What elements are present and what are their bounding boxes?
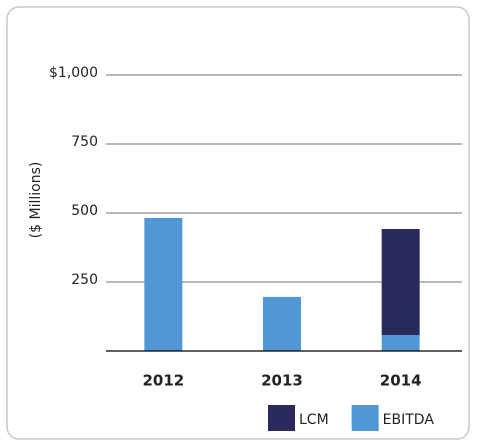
bar-segment xyxy=(381,334,420,351)
bar-segment xyxy=(381,229,420,335)
legend-label: EBITDA xyxy=(383,412,435,428)
x-tick-label: 2014 xyxy=(380,372,422,390)
card xyxy=(6,6,470,440)
y-tick-label: 500 xyxy=(71,203,98,219)
bar-segment xyxy=(144,217,183,351)
x-tick-label: 2012 xyxy=(142,372,184,390)
legend-swatch xyxy=(351,405,379,431)
bar-segment xyxy=(263,296,301,351)
x-tick-label: 2013 xyxy=(261,372,303,390)
y-axis-label: ($ Millions) xyxy=(28,162,44,239)
legend-swatch xyxy=(268,405,295,431)
legend-label: LCM xyxy=(299,412,329,428)
y-tick-label: 750 xyxy=(71,134,98,150)
y-tick-label: 250 xyxy=(71,272,98,288)
y-tick-label: $1,000 xyxy=(49,65,98,81)
